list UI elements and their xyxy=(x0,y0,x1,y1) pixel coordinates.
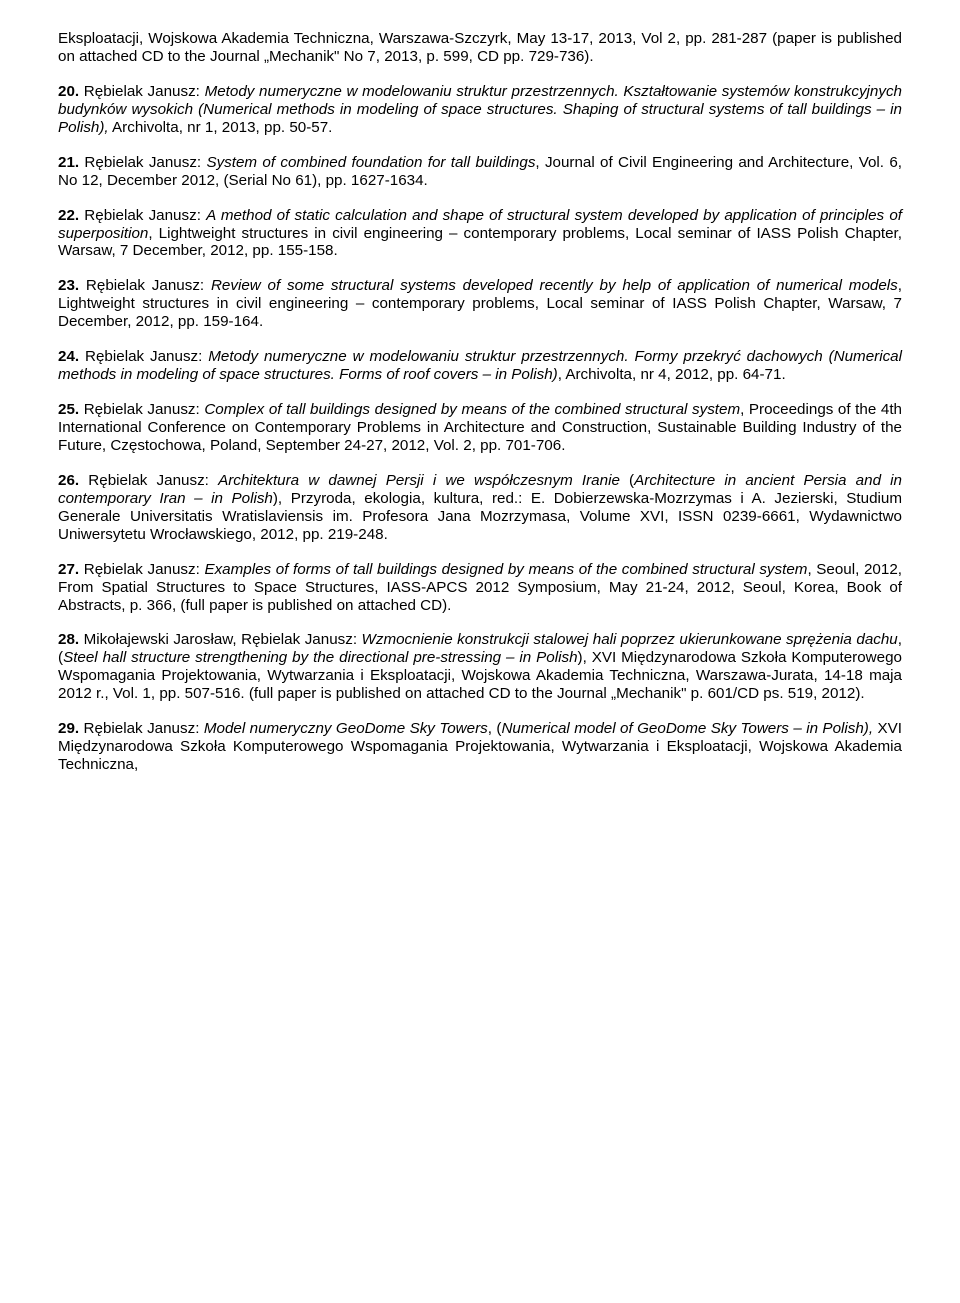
entry-number: 23. xyxy=(58,277,79,294)
bibliography-entry: 27. Rębielak Janusz: Examples of forms o… xyxy=(58,561,902,615)
bibliography-entry: 23. Rębielak Janusz: Review of some stru… xyxy=(58,277,902,331)
entry-title: Wzmocnienie konstrukcji stalowej hali po… xyxy=(362,631,898,648)
entry-author: Mikołajewski Jarosław, Rębielak Janusz: xyxy=(79,631,361,648)
entry-title: Examples of forms of tall buildings desi… xyxy=(204,561,807,578)
entry-publication: Archivolta, nr 1, 2013, pp. 50-57. xyxy=(109,119,333,136)
entry-author: Rębielak Janusz: xyxy=(79,561,204,578)
bibliography-entry: 25. Rębielak Janusz: Complex of tall bui… xyxy=(58,401,902,455)
entry-author: Rębielak Janusz: xyxy=(79,401,204,418)
entry-number: 29. xyxy=(58,720,79,737)
bibliography-entry: 28. Mikołajewski Jarosław, Rębielak Janu… xyxy=(58,631,902,703)
bibliography-entry: 24. Rębielak Janusz: Metody numeryczne w… xyxy=(58,348,902,384)
entry-continuation: Eksploatacji, Wojskowa Akademia Technicz… xyxy=(58,30,902,65)
entry-number: 26. xyxy=(58,472,79,489)
entry-number: 27. xyxy=(58,561,79,578)
entry-author: Rębielak Janusz: xyxy=(79,277,211,294)
entry-text: , ( xyxy=(488,720,502,737)
bibliography-entry: 22. Rębielak Janusz: A method of static … xyxy=(58,207,902,261)
entry-number: 22. xyxy=(58,207,79,224)
entry-title: System of combined foundation for tall b… xyxy=(206,154,535,171)
entry-title: Review of some structural systems develo… xyxy=(211,277,898,294)
entry-author: Rębielak Janusz: xyxy=(79,154,206,171)
entry-number: 25. xyxy=(58,401,79,418)
bibliography-entry: 20. Rębielak Janusz: Metody numeryczne w… xyxy=(58,83,902,137)
entry-title-translation: Steel hall structure strengthening by th… xyxy=(63,649,577,666)
entry-title: Complex of tall buildings designed by me… xyxy=(204,401,740,418)
entry-author: Rębielak Janusz: xyxy=(79,348,208,365)
entry-text: ( xyxy=(620,472,634,489)
entry-publication: , Lightweight structures in civil engine… xyxy=(58,225,902,260)
entry-author: Rębielak Janusz: xyxy=(79,472,218,489)
entry-number: 24. xyxy=(58,348,79,365)
entry-title-translation: Numerical model of GeoDome Sky Towers – … xyxy=(501,720,873,737)
entry-author: Rębielak Janusz: xyxy=(79,207,206,224)
bibliography-entry: 29. Rębielak Janusz: Model numeryczny Ge… xyxy=(58,720,902,774)
entry-title: Architektura w dawnej Persji i we współc… xyxy=(218,472,620,489)
entry-title: Model numeryczny GeoDome Sky Towers xyxy=(204,720,488,737)
entry-number: 20. xyxy=(58,83,79,100)
entry-number: 28. xyxy=(58,631,79,648)
entry-publication: , Archivolta, nr 4, 2012, pp. 64-71. xyxy=(558,366,786,383)
bibliography-entry: 21. Rębielak Janusz: System of combined … xyxy=(58,154,902,190)
bibliography-entry: 26. Rębielak Janusz: Architektura w dawn… xyxy=(58,472,902,544)
bibliography-entry: Eksploatacji, Wojskowa Akademia Technicz… xyxy=(58,30,902,66)
entry-number: 21. xyxy=(58,154,79,171)
entry-author: Rębielak Janusz: xyxy=(79,720,204,737)
entry-author: Rębielak Janusz: xyxy=(79,83,204,100)
